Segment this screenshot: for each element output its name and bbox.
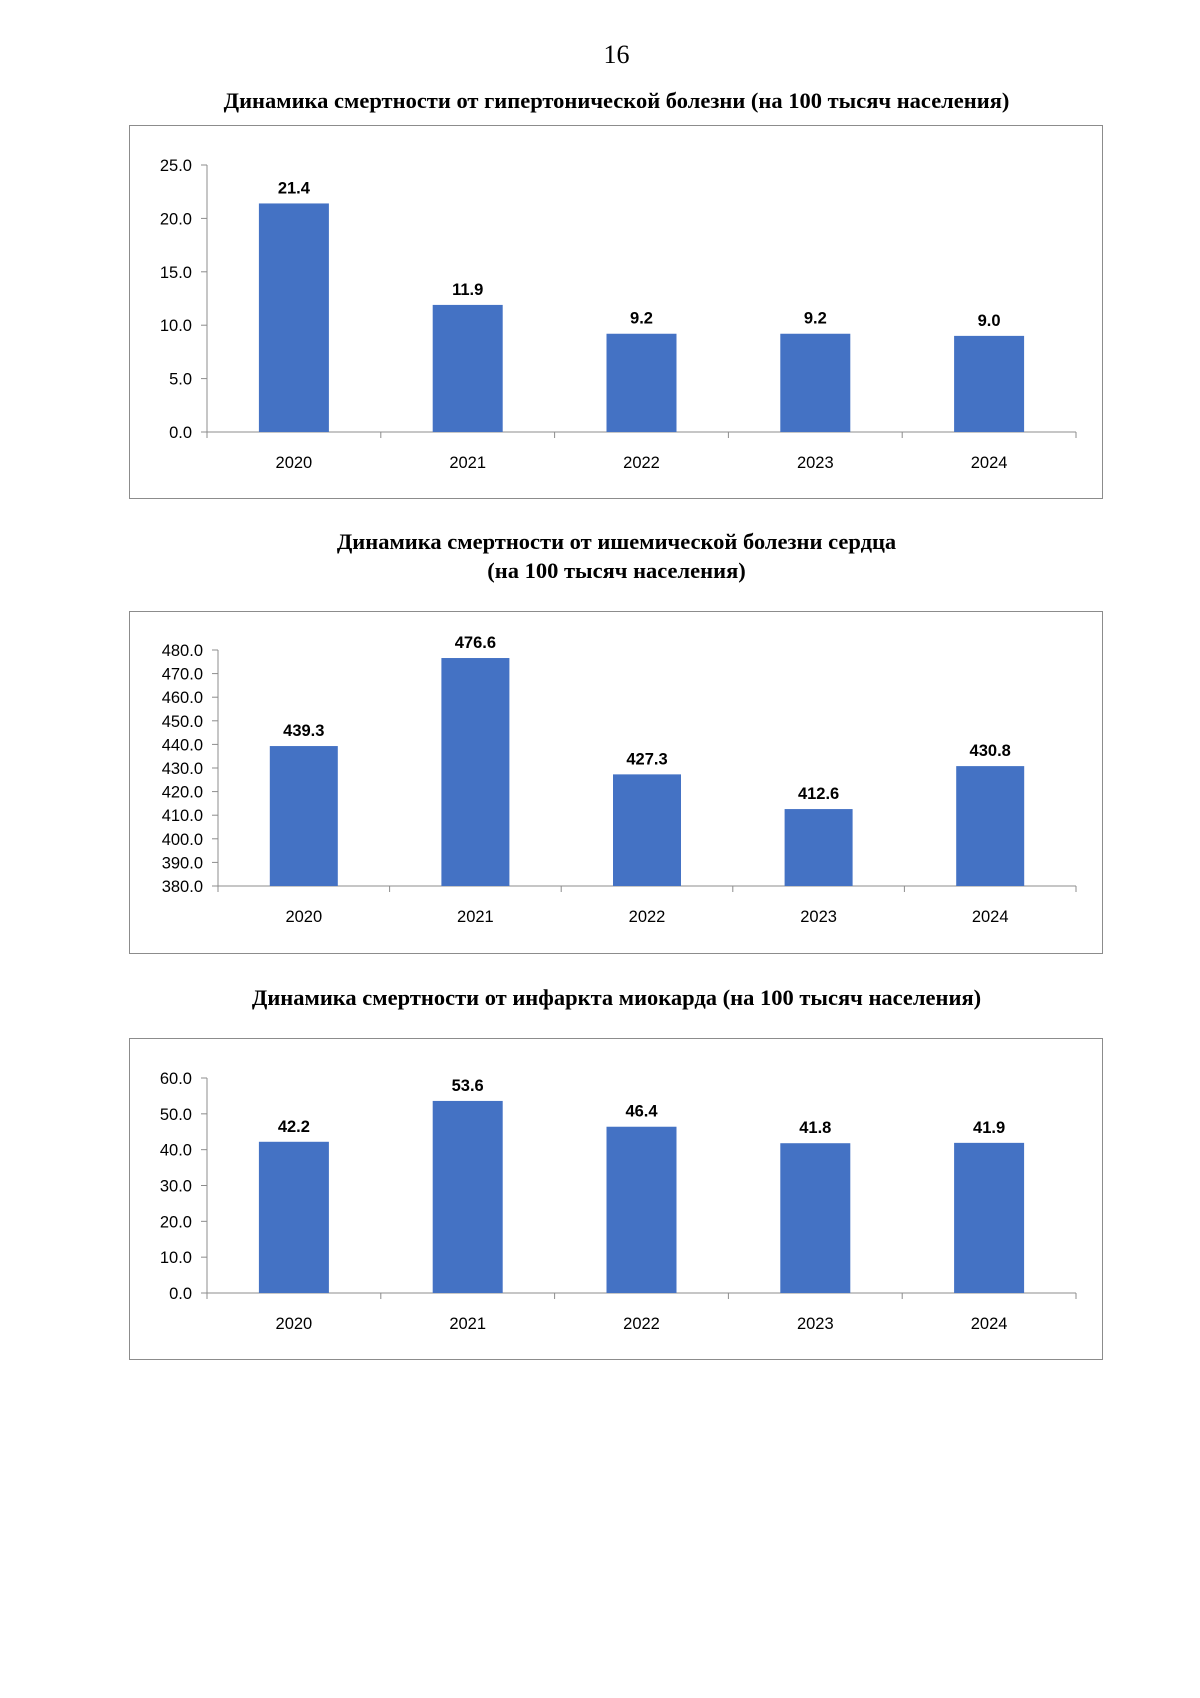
y-tick-label: 20.0 [160, 1213, 192, 1231]
data-label: 412.6 [798, 785, 839, 803]
y-tick-label: 390.0 [162, 854, 203, 872]
y-tick-label: 40.0 [160, 1142, 192, 1160]
data-label: 53.6 [452, 1077, 484, 1095]
y-tick-label: 60.0 [160, 1070, 192, 1088]
bar [784, 809, 853, 886]
bar [613, 774, 681, 886]
data-label: 439.3 [283, 722, 324, 740]
chart-title-line: (на 100 тысяч населения) [487, 558, 746, 583]
y-tick-label: 25.0 [160, 157, 192, 175]
x-tick-label: 2022 [623, 454, 660, 472]
y-tick-label: 15.0 [160, 264, 192, 282]
data-label: 9.2 [630, 310, 653, 328]
bar [954, 1142, 1025, 1293]
bar [258, 203, 329, 432]
data-label: 430.8 [970, 742, 1011, 760]
y-tick-label: 0.0 [169, 424, 192, 442]
x-tick-label: 2024 [971, 1315, 1008, 1333]
bar [432, 1100, 503, 1293]
bar [269, 746, 338, 886]
x-tick-label: 2021 [449, 454, 486, 472]
x-tick-label: 2023 [797, 454, 834, 472]
chart-title-line: Динамика смертности от ишемической болез… [336, 529, 897, 554]
bar [780, 333, 851, 432]
x-tick-label: 2020 [276, 1315, 313, 1333]
bar [780, 1143, 851, 1293]
bar [258, 1141, 329, 1293]
chart-title-hypertension: Динамика смертности от гипертонической б… [0, 86, 1200, 115]
y-tick-label: 5.0 [169, 371, 192, 389]
data-label: 41.9 [973, 1119, 1005, 1137]
y-tick-label: 20.0 [160, 210, 192, 228]
data-label: 9.2 [804, 310, 827, 328]
y-tick-label: 30.0 [160, 1178, 192, 1196]
data-label: 11.9 [452, 281, 483, 299]
page-number: 16 [603, 40, 630, 69]
chart-title-infarction: Динамика смертности от инфаркта миокарда… [0, 983, 1200, 1012]
bar [441, 658, 510, 886]
y-tick-label: 10.0 [160, 1249, 192, 1267]
y-tick-label: 430.0 [162, 760, 203, 778]
x-tick-label: 2020 [276, 454, 313, 472]
y-tick-label: 460.0 [162, 689, 203, 707]
data-label: 21.4 [278, 179, 311, 197]
data-label: 42.2 [278, 1118, 310, 1136]
bar [606, 1126, 677, 1293]
chart-title-line: Динамика смертности от гипертонической б… [223, 88, 1010, 113]
x-tick-label: 2024 [971, 454, 1008, 472]
y-tick-label: 10.0 [160, 317, 192, 335]
y-tick-label: 50.0 [160, 1106, 192, 1124]
data-label: 427.3 [626, 750, 667, 768]
data-label: 9.0 [978, 312, 1001, 330]
y-tick-label: 400.0 [162, 831, 203, 849]
y-tick-label: 450.0 [162, 713, 203, 731]
y-tick-label: 470.0 [162, 666, 203, 684]
data-label: 476.6 [455, 634, 496, 652]
bar [956, 766, 1025, 886]
x-tick-label: 2022 [623, 1315, 660, 1333]
bar [954, 335, 1025, 432]
x-tick-label: 2022 [629, 908, 666, 926]
y-tick-label: 440.0 [162, 736, 203, 754]
x-tick-label: 2023 [800, 908, 837, 926]
chart-title-ischemic: Динамика смертности от ишемической болез… [0, 527, 1200, 585]
data-label: 41.8 [799, 1119, 831, 1137]
y-tick-label: 0.0 [169, 1285, 192, 1303]
chart-title-line: Динамика смертности от инфаркта миокарда… [251, 985, 982, 1010]
x-tick-label: 2021 [449, 1315, 486, 1333]
data-label: 46.4 [625, 1103, 658, 1121]
x-tick-label: 2023 [797, 1315, 834, 1333]
x-tick-label: 2021 [457, 908, 494, 926]
x-tick-label: 2020 [285, 908, 322, 926]
bar [432, 304, 503, 432]
y-tick-label: 480.0 [162, 642, 203, 660]
y-tick-label: 380.0 [162, 878, 203, 896]
x-tick-label: 2024 [972, 908, 1009, 926]
y-tick-label: 420.0 [162, 784, 203, 802]
y-tick-label: 410.0 [162, 807, 203, 825]
bar [606, 333, 677, 432]
